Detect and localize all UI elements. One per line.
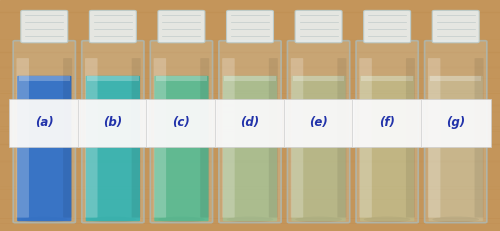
Ellipse shape bbox=[226, 217, 274, 222]
Bar bbox=[224, 76, 276, 81]
FancyBboxPatch shape bbox=[356, 41, 418, 223]
Ellipse shape bbox=[364, 217, 410, 222]
FancyBboxPatch shape bbox=[200, 58, 209, 218]
FancyBboxPatch shape bbox=[222, 58, 234, 218]
FancyBboxPatch shape bbox=[78, 99, 148, 147]
FancyBboxPatch shape bbox=[284, 99, 354, 147]
FancyBboxPatch shape bbox=[215, 99, 285, 147]
FancyBboxPatch shape bbox=[10, 99, 80, 147]
FancyBboxPatch shape bbox=[219, 41, 281, 223]
FancyBboxPatch shape bbox=[154, 58, 166, 218]
FancyBboxPatch shape bbox=[364, 10, 410, 43]
Bar bbox=[87, 76, 139, 81]
Bar bbox=[293, 76, 344, 81]
FancyBboxPatch shape bbox=[85, 58, 98, 218]
FancyBboxPatch shape bbox=[154, 76, 208, 221]
Bar bbox=[430, 76, 482, 81]
FancyBboxPatch shape bbox=[406, 58, 415, 218]
Text: (a): (a) bbox=[35, 116, 54, 130]
Text: (e): (e) bbox=[309, 116, 328, 130]
FancyBboxPatch shape bbox=[146, 99, 216, 147]
FancyBboxPatch shape bbox=[13, 41, 76, 223]
Bar bbox=[362, 76, 413, 81]
Ellipse shape bbox=[21, 217, 68, 222]
FancyBboxPatch shape bbox=[82, 41, 144, 223]
FancyBboxPatch shape bbox=[420, 99, 490, 147]
FancyBboxPatch shape bbox=[86, 76, 140, 221]
Text: (f): (f) bbox=[379, 116, 395, 130]
FancyBboxPatch shape bbox=[360, 76, 414, 221]
Text: (g): (g) bbox=[446, 116, 466, 130]
FancyBboxPatch shape bbox=[17, 76, 72, 221]
FancyBboxPatch shape bbox=[424, 41, 487, 223]
FancyBboxPatch shape bbox=[288, 41, 350, 223]
Bar bbox=[18, 76, 70, 81]
FancyBboxPatch shape bbox=[63, 58, 72, 218]
FancyBboxPatch shape bbox=[428, 76, 483, 221]
FancyBboxPatch shape bbox=[292, 76, 346, 221]
FancyBboxPatch shape bbox=[21, 10, 68, 43]
FancyBboxPatch shape bbox=[16, 58, 29, 218]
FancyBboxPatch shape bbox=[428, 58, 440, 218]
FancyBboxPatch shape bbox=[338, 58, 346, 218]
Text: (d): (d) bbox=[240, 116, 260, 130]
FancyBboxPatch shape bbox=[291, 58, 304, 218]
FancyBboxPatch shape bbox=[158, 10, 205, 43]
Text: (c): (c) bbox=[172, 116, 190, 130]
FancyBboxPatch shape bbox=[269, 58, 278, 218]
FancyBboxPatch shape bbox=[432, 10, 479, 43]
Ellipse shape bbox=[158, 217, 204, 222]
FancyBboxPatch shape bbox=[132, 58, 140, 218]
FancyBboxPatch shape bbox=[352, 99, 422, 147]
FancyBboxPatch shape bbox=[474, 58, 484, 218]
FancyBboxPatch shape bbox=[90, 10, 136, 43]
Text: (b): (b) bbox=[104, 116, 122, 130]
FancyBboxPatch shape bbox=[226, 10, 274, 43]
Ellipse shape bbox=[432, 217, 479, 222]
FancyBboxPatch shape bbox=[223, 76, 277, 221]
Ellipse shape bbox=[296, 217, 342, 222]
Bar bbox=[156, 76, 207, 81]
FancyBboxPatch shape bbox=[295, 10, 342, 43]
FancyBboxPatch shape bbox=[360, 58, 372, 218]
FancyBboxPatch shape bbox=[150, 41, 212, 223]
Ellipse shape bbox=[90, 217, 136, 222]
